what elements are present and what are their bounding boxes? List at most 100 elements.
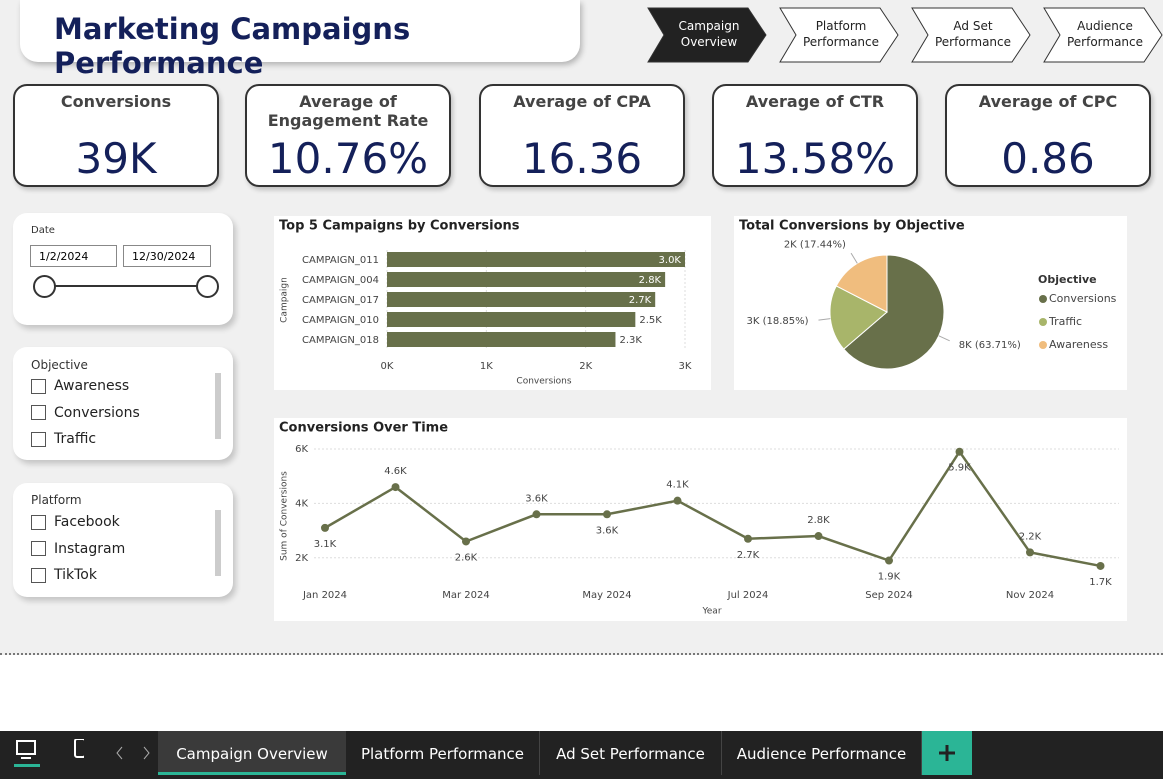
data-label: 2K (17.44%) — [784, 240, 846, 251]
nav-shape — [647, 7, 767, 63]
page-tab[interactable]: Ad Set Performance — [540, 731, 722, 775]
dashboard-title: Marketing Campaigns Performance — [20, 0, 580, 80]
slider-handle[interactable] — [196, 275, 219, 298]
checkbox[interactable] — [31, 405, 46, 420]
checkbox[interactable] — [31, 567, 46, 583]
kpi-label: Average of CPA — [513, 92, 651, 111]
nav-label[interactable]: Ad Set Performance — [934, 19, 1012, 49]
kpi-card: Average of CPA 16.36 — [479, 84, 685, 187]
option-label: Awareness — [54, 378, 130, 394]
slicer-option[interactable]: TikTok — [31, 562, 97, 588]
data-label: 2.8K — [807, 515, 830, 526]
nav-label[interactable]: Campaign Overview — [678, 19, 740, 49]
option-label: Facebook — [54, 514, 120, 530]
x-tick-label: 3K — [679, 361, 692, 372]
y-tick-label: CAMPAIGN_010 — [302, 315, 379, 326]
checkbox[interactable] — [31, 431, 46, 447]
data-point — [885, 556, 893, 565]
data-label: 2.7K — [629, 295, 652, 306]
nav-button[interactable]: Campaign Overview — [647, 7, 767, 63]
bar — [387, 272, 666, 287]
y-tick-label: 2K — [295, 553, 308, 564]
nav-label-box: Ad Set Performance — [934, 19, 1012, 49]
page-arrows[interactable] — [114, 746, 154, 760]
view-icons[interactable] — [14, 739, 84, 769]
add-page[interactable] — [922, 731, 972, 775]
data-label: 3K (18.85%) — [747, 316, 809, 327]
nav-label-box: Platform Performance — [802, 19, 880, 49]
scrollbar[interactable] — [215, 373, 221, 439]
x-tick-label: Jan 2024 — [302, 590, 347, 601]
data-label: 3.6K — [596, 525, 619, 536]
kpi-card: Average of CPC 0.86 — [945, 84, 1151, 187]
checkbox[interactable] — [31, 378, 46, 394]
date-input[interactable]: 12/30/2024 — [123, 245, 211, 267]
bar — [387, 332, 616, 347]
x-tick-label: Nov 2024 — [1006, 590, 1054, 601]
slicer-title: Platform — [31, 493, 82, 507]
nav-shape — [1043, 7, 1163, 63]
scrollbar[interactable] — [215, 510, 221, 576]
slider-handle[interactable] — [33, 275, 56, 298]
nav-button[interactable]: Audience Performance — [1043, 7, 1163, 63]
pie-slice — [835, 254, 888, 313]
option-label: Conversions — [54, 404, 140, 421]
kpi-value: 0.86 — [1001, 134, 1095, 183]
data-label: 2.2K — [1019, 531, 1042, 542]
x-tick-label: 1K — [480, 361, 493, 372]
legend-label: Awareness — [1049, 338, 1108, 351]
y-tick-label: 4K — [295, 498, 308, 509]
slicer-title: Date — [31, 225, 55, 236]
data-label: 2.3K — [619, 335, 642, 346]
nav-label[interactable]: Audience Performance — [1066, 19, 1144, 49]
data-point — [744, 534, 752, 543]
nav-label-box: Campaign Overview — [678, 19, 740, 49]
kpi-card: Average of CTR 13.58% — [712, 84, 918, 187]
checkbox[interactable] — [31, 514, 46, 530]
checkbox[interactable] — [31, 541, 46, 556]
option-label: Instagram — [54, 540, 126, 557]
y-tick-label: CAMPAIGN_004 — [302, 275, 379, 286]
x-tick-label: 2K — [579, 361, 592, 372]
page-tab[interactable]: Campaign Overview — [158, 731, 346, 775]
chart-title: Top 5 Campaigns by Conversions — [279, 219, 520, 234]
leader-line — [818, 318, 831, 321]
data-label: 5.9K — [948, 463, 971, 474]
data-label: 1.7K — [1089, 577, 1112, 588]
slicer-title: Objective — [31, 358, 88, 372]
nav-button[interactable]: Platform Performance — [779, 7, 899, 63]
page-tabs: Campaign Overview Platform Performance Ad … — [0, 731, 1163, 779]
legend-marker — [1039, 295, 1047, 303]
data-point — [321, 523, 329, 532]
data-point — [1096, 561, 1105, 570]
kpi-card: Conversions 39K — [13, 84, 219, 187]
pie-slice — [843, 254, 945, 370]
date-input[interactable]: 1/2/2024 — [30, 245, 117, 267]
kpi-value: 13.58% — [734, 134, 896, 183]
nav-label-box: Audience Performance — [1066, 19, 1144, 49]
slicer-option[interactable]: Awareness — [31, 373, 129, 399]
leader-line — [938, 335, 950, 342]
page-tab[interactable]: Platform Performance — [346, 731, 540, 775]
data-label: 4.1K — [666, 480, 689, 491]
slicer-option[interactable]: Traffic — [31, 426, 96, 452]
data-point — [673, 496, 682, 505]
data-label: 3.6K — [525, 493, 548, 504]
page-tab[interactable]: Audience Performance — [722, 731, 922, 775]
slicer-option[interactable]: Instagram — [31, 536, 125, 562]
option-label: TikTok — [54, 567, 97, 583]
bar — [387, 252, 685, 267]
x-tick-label: May 2024 — [582, 590, 631, 601]
x-tick-label: 0K — [381, 361, 394, 372]
slicer-option[interactable]: Facebook — [31, 509, 120, 535]
y-axis-title: Campaign — [280, 277, 290, 323]
bar-chart: Top 5 Campaigns by Conversions 0K 1K 2K 3K CA… — [274, 216, 711, 390]
kpi-label: Conversions — [60, 92, 172, 111]
data-label: 4.6K — [384, 466, 407, 477]
nav-label[interactable]: Platform Performance — [802, 19, 880, 49]
nav-button[interactable]: Ad Set Performance — [911, 7, 1031, 63]
slicer-option[interactable]: Conversions — [31, 400, 140, 426]
platform-slicer: Platform Facebook Instagram TikTok — [13, 483, 233, 597]
y-tick-label: CAMPAIGN_017 — [302, 295, 379, 306]
